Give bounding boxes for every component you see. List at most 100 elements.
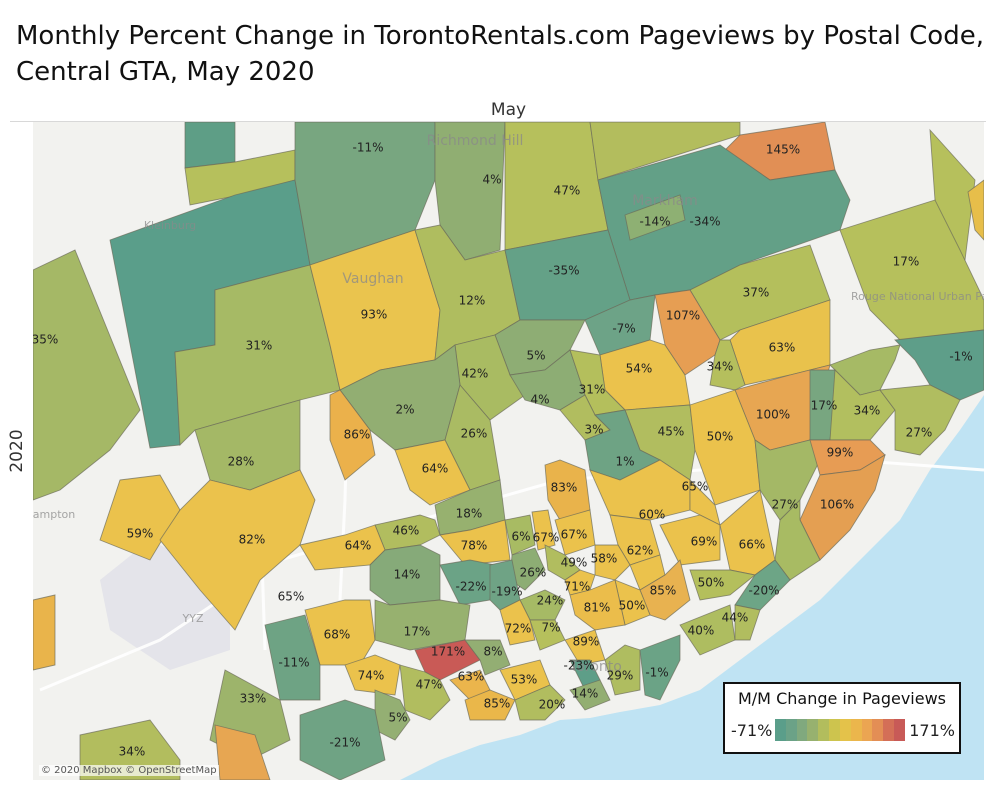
region-label: 72% — [505, 622, 532, 636]
region-label: -23% — [563, 659, 594, 673]
region-label: 71% — [564, 580, 591, 594]
map-svg[interactable]: Richmond Hill Markham Vaughan Kleinburg … — [33, 122, 984, 780]
region[interactable] — [564, 569, 596, 596]
region[interactable] — [299, 699, 386, 780]
region[interactable] — [531, 509, 556, 551]
region-label: 34% — [707, 360, 734, 374]
region-label: 49% — [561, 556, 588, 570]
region-label: 65% — [682, 480, 709, 494]
region[interactable] — [329, 389, 376, 481]
region-label: 58% — [591, 552, 618, 566]
region[interactable] — [839, 199, 984, 341]
region-label: 45% — [658, 425, 685, 439]
legend-swatch — [775, 719, 786, 741]
place-vaughan: Vaughan — [342, 271, 403, 287]
region[interactable] — [569, 579, 626, 631]
region[interactable] — [394, 439, 471, 506]
region-label: 26% — [520, 566, 547, 580]
title-line-1: Monthly Percent Change in TorontoRentals… — [16, 21, 984, 51]
region-label: 50% — [707, 430, 734, 444]
region-label: 17% — [404, 625, 431, 639]
region[interactable] — [374, 599, 471, 651]
region[interactable] — [33, 594, 56, 671]
region[interactable] — [414, 639, 481, 681]
choropleth-map[interactable]: Richmond Hill Markham Vaughan Kleinburg … — [33, 122, 984, 780]
region-label: -20% — [748, 584, 779, 598]
region-label: -21% — [329, 736, 360, 750]
region[interactable] — [344, 654, 401, 696]
region[interactable] — [439, 519, 511, 566]
region[interactable] — [33, 249, 141, 501]
region[interactable] — [624, 194, 686, 241]
title-line-2: Central GTA, May 2020 — [16, 57, 315, 87]
region-label: -7% — [612, 322, 635, 336]
region[interactable] — [689, 569, 757, 601]
region[interactable] — [464, 689, 516, 721]
region-label: 29% — [607, 669, 634, 683]
region-label: 60% — [639, 508, 666, 522]
region-label: 67% — [561, 528, 588, 542]
region-label: 1% — [615, 455, 634, 469]
region-label: 2% — [395, 403, 414, 417]
legend-swatch — [807, 719, 819, 741]
legend-min-label: -71% — [731, 721, 773, 740]
place-brampton: Brampton — [33, 508, 75, 521]
region[interactable] — [967, 179, 984, 241]
region-label: 64% — [345, 539, 372, 553]
region[interactable] — [499, 599, 536, 646]
region-label: 42% — [462, 367, 489, 381]
region-label: 4% — [530, 393, 549, 407]
legend-swatch — [829, 719, 840, 741]
region-label: 171% — [431, 645, 465, 659]
region-label: 99% — [827, 446, 854, 460]
region-label: 78% — [461, 539, 488, 553]
legend-swatch — [883, 719, 895, 741]
region[interactable] — [754, 439, 831, 521]
region-label: 44% — [722, 611, 749, 625]
region-label: 107% — [666, 309, 700, 323]
region-label: 34% — [119, 745, 146, 759]
legend-max-label: 171% — [909, 721, 955, 740]
region-label: 27% — [906, 426, 933, 440]
region[interactable] — [594, 544, 631, 581]
region[interactable] — [264, 614, 321, 701]
region-label: -14% — [639, 215, 670, 229]
region-label: 81% — [584, 601, 611, 615]
region-label: 46% — [393, 524, 420, 538]
region-label: 4% — [482, 173, 501, 187]
region[interactable] — [369, 544, 441, 606]
region[interactable] — [569, 679, 611, 711]
region-label: 6% — [511, 530, 530, 544]
region[interactable] — [504, 514, 536, 556]
region-label: 63% — [458, 670, 485, 684]
region-label: 53% — [511, 673, 538, 687]
row-header: 2020 — [0, 122, 33, 780]
region[interactable] — [734, 559, 791, 611]
region[interactable] — [184, 122, 236, 169]
region-label: -35% — [548, 264, 579, 278]
region-label: -11% — [278, 656, 309, 670]
region[interactable] — [659, 514, 721, 566]
map-attribution[interactable]: © 2020 Mapbox © OpenStreetMap — [39, 765, 219, 776]
region[interactable] — [709, 339, 746, 391]
region-label: 8% — [483, 645, 502, 659]
region-label: 100% — [756, 408, 790, 422]
region[interactable] — [214, 724, 271, 780]
place-rouge-park: Rouge National Urban Park — [851, 290, 984, 303]
region-label: 12% — [459, 294, 486, 308]
region[interactable] — [159, 469, 316, 631]
legend-swatch — [796, 719, 808, 741]
row-header-label: 2020 — [6, 429, 27, 473]
region[interactable] — [639, 634, 681, 701]
region[interactable] — [514, 684, 566, 721]
region-label: 83% — [551, 481, 578, 495]
region-label: 145% — [766, 143, 800, 157]
region[interactable] — [604, 644, 641, 696]
place-name-labels: Richmond Hill Markham Vaughan Kleinburg … — [33, 133, 984, 675]
region[interactable] — [584, 294, 656, 356]
region-label: 20% — [539, 698, 566, 712]
region[interactable] — [464, 639, 511, 676]
region[interactable] — [879, 384, 961, 456]
region-label: 31% — [579, 383, 606, 397]
region[interactable] — [734, 604, 761, 641]
